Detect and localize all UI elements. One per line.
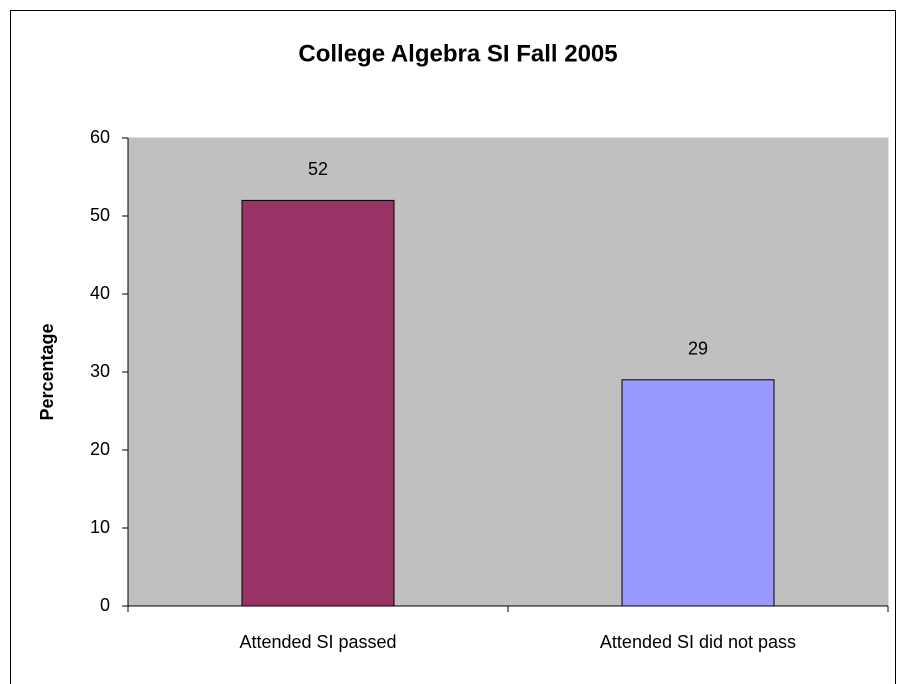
- y-tick-label: 60: [90, 127, 110, 147]
- x-tick-label: Attended SI passed: [239, 632, 396, 652]
- x-tick-label: Attended SI did not pass: [600, 632, 796, 652]
- bar: [621, 379, 775, 607]
- y-tick-label: 40: [90, 283, 110, 303]
- y-tick-label: 30: [90, 361, 110, 381]
- y-tick-label: 20: [90, 439, 110, 459]
- y-tick-label: 50: [90, 205, 110, 225]
- chart-title: College Algebra SI Fall 2005: [298, 40, 617, 67]
- y-tick-label: 10: [90, 517, 110, 537]
- bar: [241, 199, 395, 607]
- data-label: 52: [308, 159, 328, 179]
- data-label: 29: [688, 339, 708, 359]
- y-axis-label: Percentage: [37, 323, 57, 420]
- y-tick-label: 0: [100, 595, 110, 615]
